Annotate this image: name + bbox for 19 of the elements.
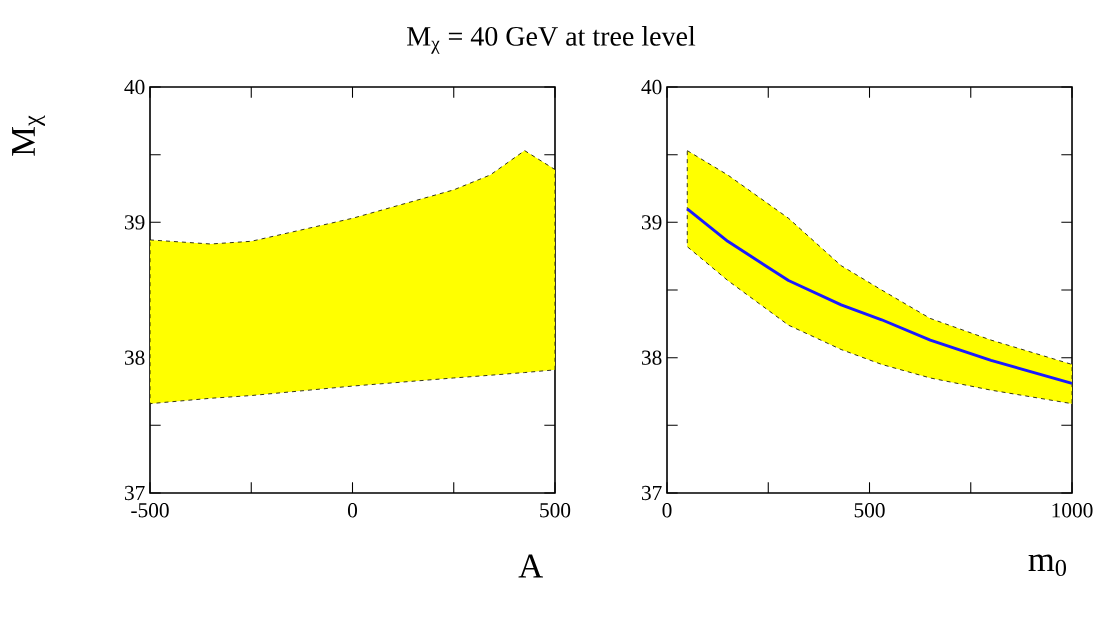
y-tick-label: 38 [124,350,145,365]
x-tick-label: -500 [131,503,169,518]
x-tick-label: 500 [854,503,885,518]
y-tick-label: 39 [641,215,662,230]
x-tick-label: 500 [540,503,571,518]
line-series [685,207,1073,385]
chart-title: M$_{χ}$ = 40 GeV at tree level [407,26,696,54]
x-tick-label: 0 [662,503,672,518]
x-axis-title: A [518,554,543,578]
y-tick-label: 37 [124,485,145,501]
x-axis-title: m$_{0}$ [1028,554,1066,577]
y-tick-label: 40 [124,79,145,95]
y-tick-label: 37 [641,485,662,501]
y-tick-label: 39 [124,215,145,230]
x-tick-label: 1000 [1052,503,1093,518]
y-tick-label: 40 [641,79,662,95]
y-axis-title: M$_{χ}$ [12,115,45,156]
x-tick-label: 0 [347,503,358,518]
y-tick-label: 38 [641,350,662,365]
